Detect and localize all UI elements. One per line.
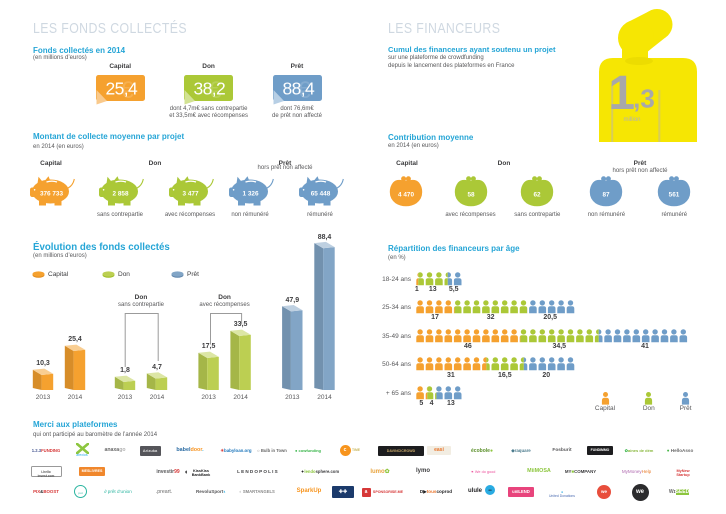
svg-text:1,3: 1,3: [608, 67, 654, 120]
svg-text:€: €: [208, 77, 222, 104]
svg-text:1 326: 1 326: [242, 191, 258, 198]
svg-text:million: million: [623, 117, 640, 123]
svg-text:2 858: 2 858: [112, 191, 128, 198]
svg-text:65 448: 65 448: [310, 191, 330, 198]
svg-text:376 733: 376 733: [39, 191, 63, 198]
svg-text:58: 58: [467, 192, 475, 199]
svg-text:25,4: 25,4: [105, 78, 138, 98]
svg-text:87: 87: [603, 192, 611, 199]
svg-text:62: 62: [534, 192, 542, 199]
svg-text:€: €: [297, 77, 311, 104]
svg-text:38,2: 38,2: [194, 78, 226, 98]
svg-text:4 470: 4 470: [398, 192, 414, 199]
svg-text:3 477: 3 477: [182, 191, 198, 198]
svg-text:561: 561: [669, 192, 680, 199]
svg-text:88,4: 88,4: [282, 78, 315, 98]
svg-text:€: €: [120, 77, 134, 104]
